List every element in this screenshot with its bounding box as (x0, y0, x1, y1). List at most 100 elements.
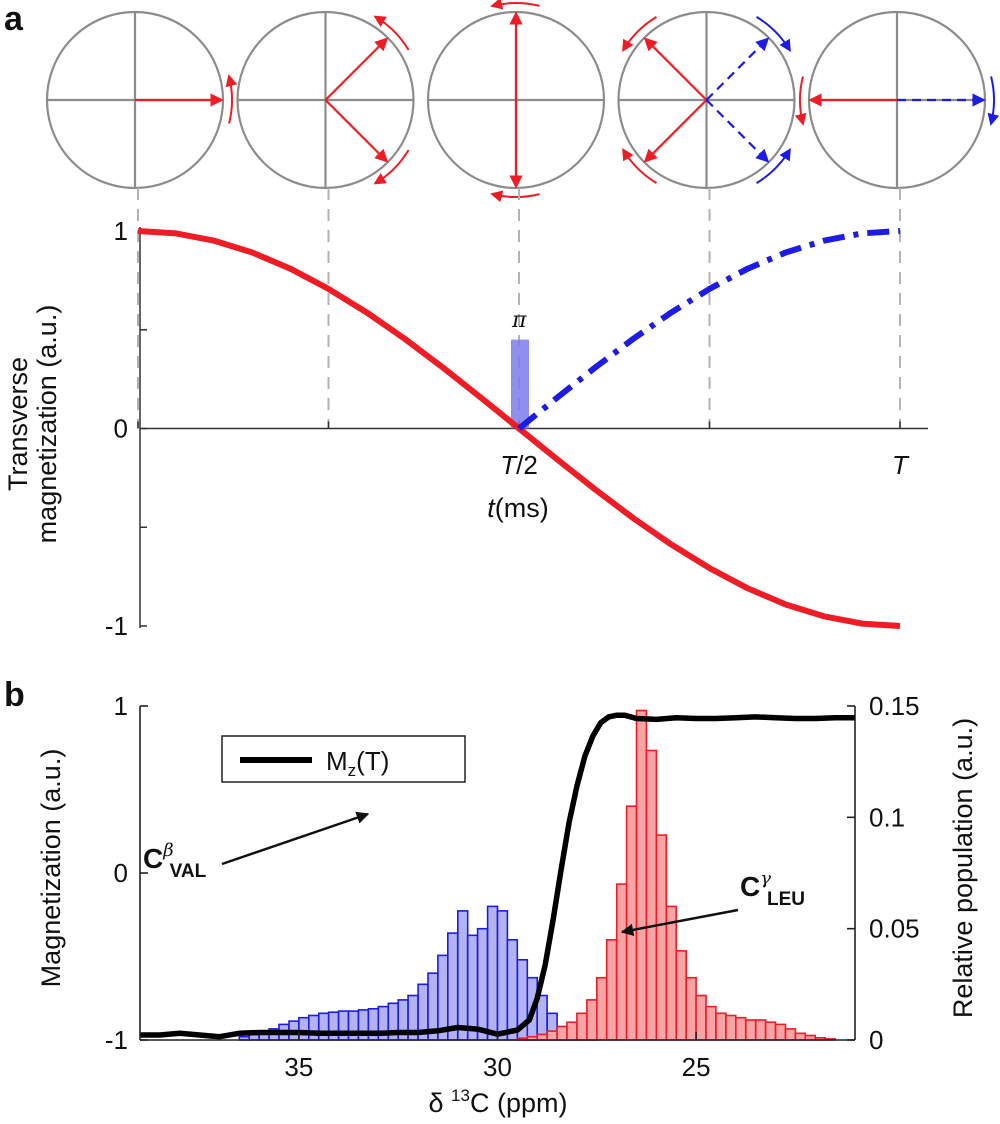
legend-label: Mz(T) (326, 746, 389, 780)
x-tick-half: /2 (516, 450, 538, 480)
histogram-bars (238, 709, 836, 1041)
phase-diagram (45, 10, 238, 190)
histogram-C_VAL_beta (238, 905, 598, 1041)
panel-b-ylabel-right: Relative population (a.u.) (948, 718, 978, 1018)
histogram-C_LEU_gamma (516, 709, 836, 1041)
x-tick-var: T (500, 450, 518, 480)
histogram-bar (764, 1021, 777, 1041)
c-leu-sub: LEU (767, 889, 805, 910)
phase-vector (324, 99, 389, 163)
series-blue (517, 228, 901, 431)
panel-b-left-tick-label: 1 (114, 691, 128, 721)
rotation-arrow (490, 190, 540, 203)
rotation-arrow (622, 16, 658, 53)
panel-b-ylabel-left: Magnetization (a.u.) (36, 749, 66, 988)
annotation-c-leu: Cγ LEU (620, 868, 805, 937)
pi-pulse-bar (511, 339, 529, 429)
histogram-bar (566, 1021, 578, 1041)
histogram-bar (675, 950, 687, 1041)
histogram-bar (725, 1014, 737, 1041)
annotation-c-val-text: Cβ VAL (143, 840, 207, 882)
xlabel-rest: C (ppm) (470, 1088, 568, 1118)
panel-a-label: a (4, 0, 24, 38)
panel-b-x-tick-label: 30 (483, 1052, 512, 1082)
histogram-bar (774, 1023, 787, 1041)
panel-a-xlabel: t(ms) (487, 493, 549, 523)
panel-b-x-tick-label: 25 (682, 1052, 711, 1082)
histogram-bar (754, 1019, 767, 1041)
panel-a-y-tick-label: 1 (114, 216, 128, 246)
c-val-sup: β (162, 840, 173, 861)
c-leu-sup: γ (760, 868, 771, 889)
histogram-bar (576, 1012, 588, 1041)
histogram-bar (605, 938, 618, 1041)
histogram-bar (734, 1016, 747, 1041)
phase-vector (705, 99, 770, 163)
histogram-bar (665, 905, 677, 1041)
xlabel-sup: 13 (451, 1086, 470, 1105)
annotation-c-leu-text: Cγ LEU (740, 868, 805, 910)
panel-a-series (137, 228, 901, 629)
rotation-arrow (987, 76, 1000, 126)
histogram-bar (307, 1014, 320, 1041)
phase-diagram (617, 10, 796, 190)
panel-b-right-tick-label: 0.05 (869, 914, 920, 944)
panel-a-x-tick-label: T (892, 450, 910, 480)
mz-line (140, 712, 855, 1040)
panel-b-left-tick-label: 0 (114, 858, 128, 888)
histogram-bar (645, 749, 658, 1041)
panel-b-right-tick-label: 0.1 (869, 802, 905, 832)
panel-b-left-tick-label: -1 (105, 1025, 128, 1055)
histogram-bar (476, 927, 489, 1041)
phase-diagram (236, 10, 415, 190)
histogram-bar (695, 994, 707, 1041)
pi-pulse-label: π (511, 308, 527, 333)
legend-rest: (T) (356, 746, 389, 776)
c-val-sub: VAL (170, 861, 207, 882)
legend-sub: z (348, 761, 357, 780)
histogram-bar (446, 932, 459, 1041)
histogram-bar (635, 709, 648, 1041)
xlabel-var: t (487, 493, 496, 523)
panel-a-y-tick-label: -1 (105, 611, 128, 641)
rotation-arrow (225, 74, 238, 124)
histogram-bar (546, 1030, 558, 1041)
histogram-bar (586, 999, 598, 1041)
panel-b-right-tick-label: 0.15 (869, 691, 920, 721)
rotation-arrow (373, 149, 410, 185)
rotation-arrow (755, 16, 791, 53)
annotation-c-val: Cβ VAL (143, 811, 370, 882)
panel-a-x-tick-label: T/2 (500, 450, 538, 480)
histogram-bar (466, 934, 479, 1041)
phase-vector (324, 37, 389, 101)
histogram-bar (784, 1028, 797, 1041)
histogram-bar (794, 1032, 807, 1041)
c-val-main: C (143, 843, 163, 874)
histogram-bar (536, 1033, 548, 1041)
panel-b-xlabel: δ 13C (ppm) (429, 1086, 568, 1118)
mz-line-series (140, 712, 855, 1040)
rotation-arrow (755, 147, 791, 184)
rotation-arrow (490, 0, 540, 10)
histogram-bar (506, 938, 519, 1041)
phase-diagram (794, 10, 1000, 190)
panel-a-ylabel-line2: magnetization (a.u.) (32, 305, 62, 544)
annotation-c-leu-arrow (620, 908, 739, 937)
histogram-bar (715, 1012, 727, 1041)
panel-b-plot (140, 709, 855, 1041)
legend: Mz(T) (221, 735, 466, 783)
histogram-bar (556, 1025, 568, 1041)
rotation-arrow (622, 147, 658, 184)
histogram-bar (615, 883, 628, 1041)
phase-diagram (426, 0, 606, 203)
histogram-bar (595, 976, 608, 1041)
c-leu-main: C (740, 871, 760, 902)
histogram-bar (298, 1016, 310, 1041)
xlabel-prefix: δ (429, 1088, 452, 1118)
panel-a-y-tick-label: 0 (114, 414, 128, 444)
histogram-bar (496, 910, 509, 1041)
phase-vector (643, 99, 708, 163)
histogram-bar (625, 805, 638, 1041)
histogram-bar (705, 1005, 717, 1041)
